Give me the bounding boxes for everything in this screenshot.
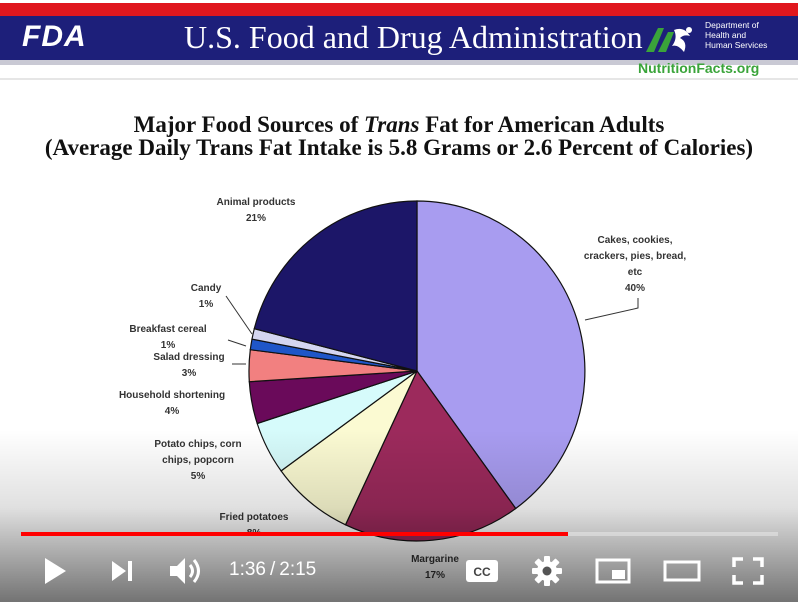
captions-button[interactable]: CC — [462, 553, 502, 589]
fda-logo: FDA — [22, 20, 87, 53]
play-icon — [45, 558, 66, 584]
slice-label: Candy 1% — [191, 283, 222, 310]
slice-label: Breakfast cereal 1% — [129, 324, 206, 351]
header-gray-strip — [0, 60, 798, 65]
agency-name: U.S. Food and Drug Administration — [184, 19, 643, 55]
pie-slice — [253, 200, 418, 372]
slice-label: Salad dressing 3% — [153, 352, 224, 379]
label-leader-line — [584, 298, 639, 321]
slice-label: Household shortening 4% — [119, 390, 225, 417]
title-part: Fat for American Adults — [419, 112, 665, 137]
captions-icon: CC — [466, 560, 498, 582]
hhs-line: Department of — [705, 20, 759, 30]
slide-subtitle: (Average Daily Trans Fat Intake is 5.8 G… — [44, 135, 754, 160]
header-red-strip — [0, 3, 798, 16]
miniplayer-icon — [595, 558, 631, 584]
progress-bar[interactable] — [21, 532, 778, 536]
next-button[interactable] — [104, 553, 140, 589]
miniplayer-button[interactable] — [592, 553, 634, 589]
volume-icon — [170, 558, 200, 584]
title-emphasis: Trans — [364, 112, 420, 137]
svg-text:CC: CC — [473, 565, 491, 579]
next-icon — [112, 561, 132, 581]
theater-mode-button[interactable] — [660, 553, 704, 589]
time-total: 2:15 — [279, 559, 317, 580]
nutritionfacts-url: NutritionFacts.org — [638, 60, 760, 76]
slide-title: Major Food Sources of Trans Fat for Amer… — [0, 112, 798, 138]
time-separator: / — [269, 559, 276, 580]
settings-icon — [532, 556, 562, 586]
volume-button[interactable] — [165, 553, 207, 589]
hhs-text: Department of Health and Human Services — [705, 20, 795, 50]
fullscreen-button[interactable] — [728, 553, 768, 589]
hhs-seal-icon — [646, 27, 692, 52]
title-part: Major Food Sources of — [133, 112, 365, 137]
settings-button[interactable] — [528, 553, 566, 589]
fullscreen-icon — [732, 557, 764, 585]
label-leader-line — [225, 295, 253, 335]
watermark-tree-icon — [722, 451, 772, 514]
time-display: 1:36/2:15 — [229, 559, 316, 581]
theater-icon — [663, 560, 701, 582]
time-current: 1:36 — [229, 559, 266, 580]
header-divider — [0, 78, 798, 80]
slice-label: Potato chips, corn chips, popcorn 5% — [154, 439, 241, 482]
slice-label: Cakes, cookies, crackers, pies, bread, etc… — [584, 235, 687, 294]
progress-played — [21, 532, 568, 536]
hhs-line: Human Services — [705, 40, 768, 50]
hhs-line: Health and — [705, 30, 747, 40]
slice-label: Margarine 17% — [411, 554, 459, 581]
label-leader-line — [227, 339, 247, 347]
play-button[interactable] — [36, 553, 72, 589]
slide-header: FDA U.S. Food and Drug Administration De… — [0, 0, 798, 88]
slice-label: Animal products 21% — [217, 197, 296, 224]
